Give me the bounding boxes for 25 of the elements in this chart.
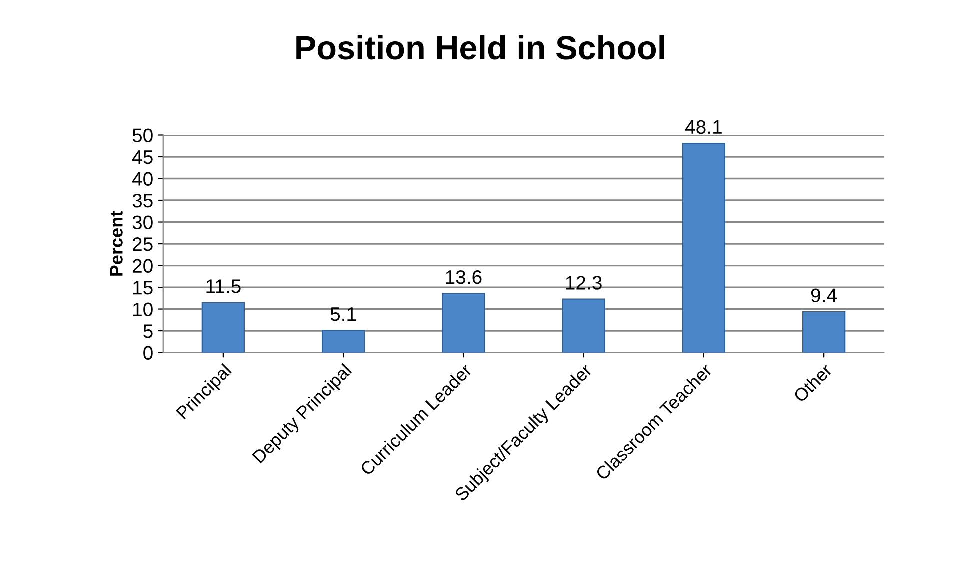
data-label: 48.1 — [685, 120, 722, 134]
data-label: 5.1 — [330, 308, 356, 322]
chart-title: Position Held in School — [296, 35, 664, 60]
y-tick-label: 25 — [133, 237, 153, 252]
y-tick-label: 0 — [144, 346, 153, 360]
y-tick-label: 20 — [133, 259, 153, 274]
y-tick-label: 50 — [132, 128, 153, 142]
bar — [802, 311, 846, 353]
data-label: 11.5 — [206, 280, 241, 294]
bar — [202, 302, 246, 353]
y-tick-label: 30 — [132, 216, 153, 230]
data-label: 13.6 — [446, 270, 482, 284]
bar — [682, 142, 726, 353]
bar — [322, 330, 366, 353]
y-tick-label: 35 — [132, 194, 153, 208]
bar — [442, 293, 486, 353]
y-tick-label: 10 — [134, 302, 153, 317]
y-axis-title: Percent — [110, 211, 123, 276]
y-tick-label: 45 — [132, 150, 153, 164]
y-tick-label: 15 — [134, 281, 153, 295]
y-tick-label: 5 — [144, 324, 153, 338]
bar — [562, 298, 606, 353]
y-tick-label: 40 — [132, 172, 153, 186]
data-label: 12.3 — [566, 276, 602, 290]
data-label: 9.4 — [811, 288, 838, 302]
